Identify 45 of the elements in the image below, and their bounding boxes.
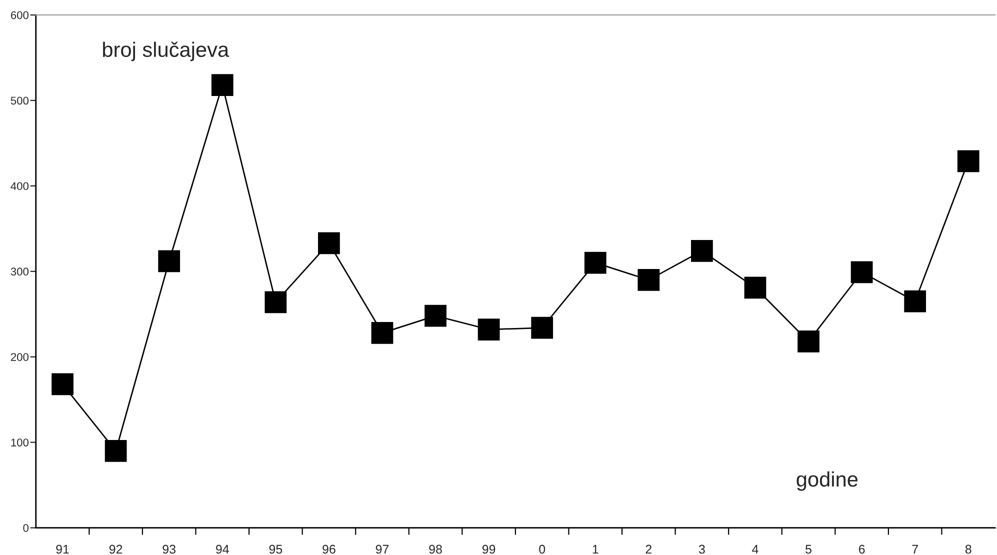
point	[850, 261, 873, 284]
point	[957, 150, 980, 172]
point	[691, 240, 713, 262]
x-tick-label: 93	[162, 544, 176, 554]
point	[744, 276, 766, 299]
point	[424, 304, 446, 327]
y-axis-title: broj slučajeva	[103, 42, 230, 62]
y-tick-label: 500	[10, 96, 29, 105]
x-tick-label: 1	[592, 544, 598, 554]
x-tick-label: 99	[482, 544, 496, 554]
x-tick-label: 5	[806, 544, 812, 554]
point	[318, 232, 340, 254]
x-tick-label: 4	[752, 544, 758, 554]
x-tick-label: 3	[698, 544, 705, 554]
y-tick-label: 0	[23, 524, 29, 532]
point	[104, 440, 127, 462]
y-tick-label: 200	[10, 353, 29, 361]
x-tick-label: 97	[376, 544, 389, 554]
x-tick-label: 96	[322, 544, 336, 554]
x-tick-label: 98	[429, 544, 442, 554]
point	[904, 290, 926, 312]
x-tick-label: 6	[858, 544, 865, 554]
point	[638, 269, 660, 291]
x-tick-label: 91	[56, 544, 69, 554]
x-axis-title: godine	[796, 471, 858, 491]
point	[52, 373, 74, 396]
y-tick-label: 600	[10, 11, 29, 20]
x-tick-label: 8	[965, 544, 972, 554]
x-tick-label: 94	[216, 544, 229, 554]
point	[211, 74, 234, 96]
x-tick-label: 2	[646, 544, 652, 554]
x-tick-label: 7	[912, 544, 918, 554]
x-tick-label: 92	[109, 544, 122, 554]
point	[264, 291, 287, 314]
point	[371, 322, 394, 344]
point	[584, 252, 606, 274]
point	[531, 316, 554, 339]
y-tick-label: 300	[10, 268, 29, 276]
y-tick-label: 100	[11, 438, 29, 446]
point	[798, 330, 820, 352]
y-tick-label: 400	[10, 182, 29, 190]
x-tick-label: 0	[539, 544, 546, 554]
point	[478, 318, 500, 340]
point	[158, 250, 180, 272]
x-tick-label: 95	[269, 544, 282, 554]
